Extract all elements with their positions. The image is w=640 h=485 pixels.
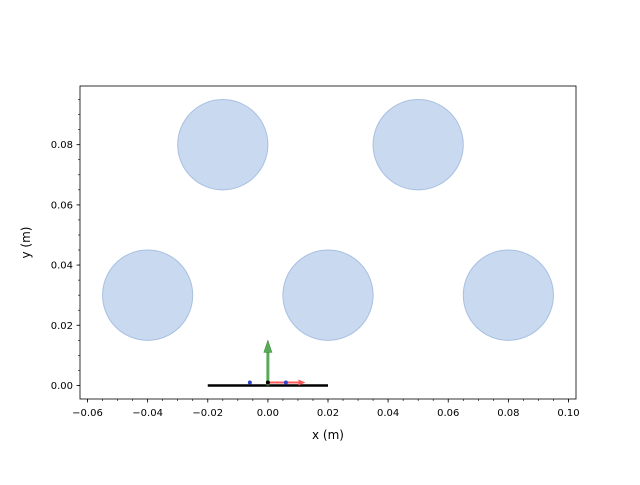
circle-marker-4 [282, 249, 374, 341]
y-tick-label: 0.04 [51, 261, 73, 272]
x-tick-label: 0.00 [257, 408, 279, 419]
frame-marker-2 [265, 380, 270, 385]
x-tick-label: −0.06 [72, 408, 103, 419]
x-tick-label: 0.06 [437, 408, 459, 419]
x-tick-label: 0.04 [377, 408, 399, 419]
circle-marker-2 [372, 99, 464, 191]
x-tick-label: −0.02 [192, 408, 223, 419]
circle-marker-5 [462, 249, 554, 341]
y-tick-label: 0.00 [51, 381, 73, 392]
x-tick-label: 0.08 [497, 408, 519, 419]
frame-marker-3 [283, 380, 288, 385]
x-tick-label: −0.04 [132, 408, 163, 419]
x-axis: −0.06 −0.04 −0.02 0.00 0.02 0.04 0.06 0.08 0.10 [72, 399, 580, 419]
circle-marker-1 [177, 99, 269, 191]
circle-marker-3 [102, 249, 194, 341]
y-axis: 0.00 0.02 0.04 0.06 0.08 [51, 99, 80, 392]
y-tick-label: 0.06 [51, 200, 73, 211]
y-tick-label: 0.02 [51, 321, 73, 332]
plot-area [102, 99, 554, 387]
x-axis-label: x (m) [312, 428, 344, 442]
frame-y-arrow-head [263, 339, 273, 353]
y-axis-label: y (m) [19, 227, 33, 259]
x-tick-label: 0.02 [317, 408, 339, 419]
frame-x-arrow-head [298, 379, 306, 386]
frame-marker-1 [247, 380, 252, 385]
x-tick-label: 0.10 [557, 408, 579, 419]
y-tick-label: 0.08 [51, 140, 73, 151]
